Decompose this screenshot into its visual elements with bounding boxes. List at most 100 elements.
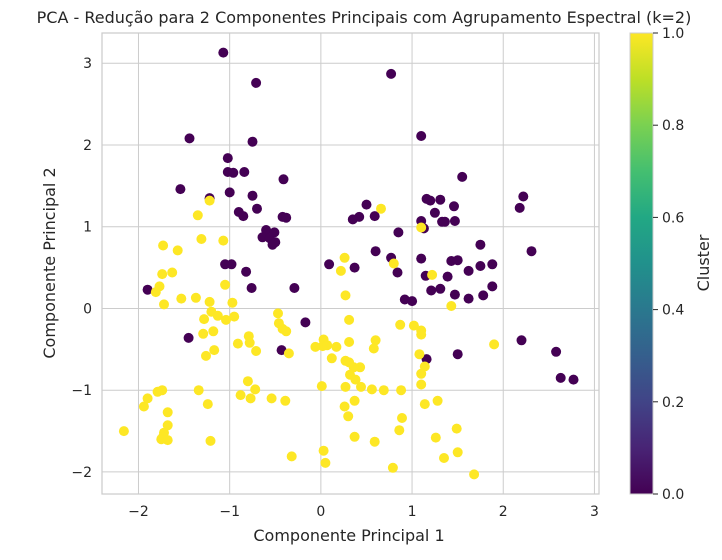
scatter-point-cluster-0 bbox=[516, 335, 527, 346]
scatter-point-cluster-1 bbox=[369, 436, 380, 447]
scatter-point-cluster-0 bbox=[555, 372, 566, 383]
scatter-point-cluster-1 bbox=[350, 374, 361, 385]
x-axis-label: Componente Principal 1 bbox=[253, 526, 444, 545]
colorbar-tick-labels: 0.0 0.2 0.4 0.6 0.8 1.0 bbox=[653, 26, 684, 503]
scatter-point-cluster-0 bbox=[514, 202, 525, 213]
grid-lines bbox=[102, 33, 599, 494]
colorbar-tick-label: 0.4 bbox=[662, 303, 684, 319]
scatter-point-cluster-0 bbox=[435, 194, 446, 205]
scatter-point-cluster-0 bbox=[429, 207, 440, 218]
scatter-point-cluster-1 bbox=[162, 420, 173, 431]
colorbar-tick-label: 1.0 bbox=[662, 26, 684, 42]
scatter-point-cluster-1 bbox=[320, 457, 331, 468]
y-tick-label: −2 bbox=[71, 465, 92, 481]
scatter-point-cluster-0 bbox=[247, 136, 258, 147]
scatter-point-cluster-1 bbox=[446, 301, 457, 311]
scatter-points bbox=[118, 47, 579, 480]
scatter-point-cluster-1 bbox=[232, 338, 243, 349]
scatter-point-cluster-0 bbox=[267, 239, 278, 250]
scatter-point-cluster-1 bbox=[244, 337, 255, 348]
scatter-point-cluster-0 bbox=[452, 349, 463, 360]
plot-frame bbox=[101, 32, 600, 495]
scatter-point-cluster-0 bbox=[241, 266, 252, 277]
scatter-point-cluster-1 bbox=[414, 349, 425, 360]
scatter-point-cluster-1 bbox=[118, 426, 129, 437]
scatter-point-cluster-1 bbox=[286, 451, 297, 462]
scatter-point-cluster-0 bbox=[475, 239, 486, 250]
scatter-point-cluster-0 bbox=[247, 190, 258, 201]
scatter-point-cluster-0 bbox=[463, 265, 474, 276]
scatter-point-cluster-0 bbox=[175, 184, 186, 195]
scatter-point-cluster-0 bbox=[218, 47, 229, 58]
scatter-point-cluster-0 bbox=[442, 271, 453, 282]
scatter-point-cluster-1 bbox=[227, 297, 238, 308]
y-tick-label: 3 bbox=[83, 56, 92, 72]
scatter-point-cluster-1 bbox=[387, 462, 398, 473]
y-axis-label: Componente Principal 2 bbox=[40, 167, 59, 358]
scatter-point-cluster-1 bbox=[368, 343, 379, 354]
scatter-point-cluster-1 bbox=[397, 413, 407, 423]
scatter-point-cluster-0 bbox=[457, 171, 468, 182]
scatter-point-cluster-1 bbox=[349, 395, 360, 406]
colorbar-tick-label: 0.8 bbox=[662, 118, 684, 134]
scatter-point-cluster-1 bbox=[142, 393, 153, 404]
chart-title: PCA - Redução para 2 Componentes Princip… bbox=[37, 8, 692, 27]
scatter-point-cluster-1 bbox=[218, 235, 229, 246]
scatter-point-cluster-0 bbox=[239, 167, 250, 177]
x-tick-label: −2 bbox=[128, 504, 149, 520]
x-tick-label: 2 bbox=[499, 504, 508, 520]
colorbar-tick-label: 0.6 bbox=[662, 210, 684, 226]
scatter-point-cluster-1 bbox=[427, 269, 438, 280]
scatter-point-cluster-1 bbox=[229, 311, 240, 322]
scatter-point-cluster-1 bbox=[356, 381, 366, 392]
scatter-point-cluster-1 bbox=[201, 350, 211, 361]
scatter-point-cluster-1 bbox=[220, 279, 231, 290]
scatter-point-cluster-0 bbox=[183, 332, 194, 343]
scatter-point-cluster-1 bbox=[280, 395, 291, 406]
scatter-point-cluster-1 bbox=[340, 290, 351, 301]
scatter-point-cluster-1 bbox=[396, 385, 407, 396]
scatter-point-cluster-1 bbox=[340, 381, 351, 392]
scatter-point-cluster-1 bbox=[202, 399, 213, 410]
scatter-point-cluster-0 bbox=[416, 131, 427, 141]
scatter-point-cluster-1 bbox=[192, 210, 203, 221]
scatter-point-cluster-1 bbox=[157, 269, 168, 280]
y-tick-label: −1 bbox=[71, 383, 92, 399]
scatter-point-cluster-1 bbox=[198, 328, 209, 339]
scatter-point-cluster-0 bbox=[526, 246, 537, 257]
scatter-point-cluster-1 bbox=[281, 326, 292, 337]
scatter-point-cluster-1 bbox=[376, 203, 386, 214]
y-tick-label: 1 bbox=[83, 220, 92, 236]
scatter-point-cluster-0 bbox=[246, 283, 257, 293]
scatter-point-cluster-1 bbox=[349, 431, 360, 442]
scatter-point-cluster-1 bbox=[159, 299, 169, 310]
scatter-point-cluster-1 bbox=[250, 384, 261, 395]
scatter-point-cluster-0 bbox=[300, 317, 311, 328]
scatter-point-cluster-1 bbox=[344, 337, 355, 347]
scatter-point-cluster-1 bbox=[154, 281, 165, 292]
scatter-point-cluster-1 bbox=[158, 240, 169, 251]
scatter-point-cluster-0 bbox=[347, 214, 358, 225]
x-tick-label: 0 bbox=[316, 504, 325, 520]
scatter-point-cluster-1 bbox=[273, 308, 283, 319]
scatter-point-cluster-1 bbox=[343, 411, 354, 422]
scatter-point-cluster-0 bbox=[257, 232, 268, 243]
y-tick-label: 2 bbox=[83, 138, 92, 154]
scatter-point-cluster-1 bbox=[162, 435, 173, 446]
scatter-point-cluster-0 bbox=[386, 68, 397, 79]
scatter-point-cluster-1 bbox=[209, 345, 220, 356]
scatter-point-cluster-0 bbox=[224, 187, 235, 198]
scatter-point-cluster-1 bbox=[190, 292, 201, 303]
x-tick-label: −1 bbox=[219, 504, 240, 520]
scatter-point-cluster-1 bbox=[388, 258, 399, 269]
colorbar-tick-label: 0.0 bbox=[662, 487, 684, 503]
scatter-point-cluster-0 bbox=[551, 346, 562, 357]
scatter-point-cluster-0 bbox=[281, 212, 292, 223]
scatter-point-cluster-0 bbox=[518, 191, 529, 202]
scatter-point-cluster-0 bbox=[349, 262, 360, 273]
scatter-point-cluster-1 bbox=[221, 314, 231, 325]
scatter-point-cluster-1 bbox=[394, 425, 405, 436]
x-tick-label: 1 bbox=[408, 504, 417, 520]
scatter-point-cluster-0 bbox=[452, 255, 463, 266]
